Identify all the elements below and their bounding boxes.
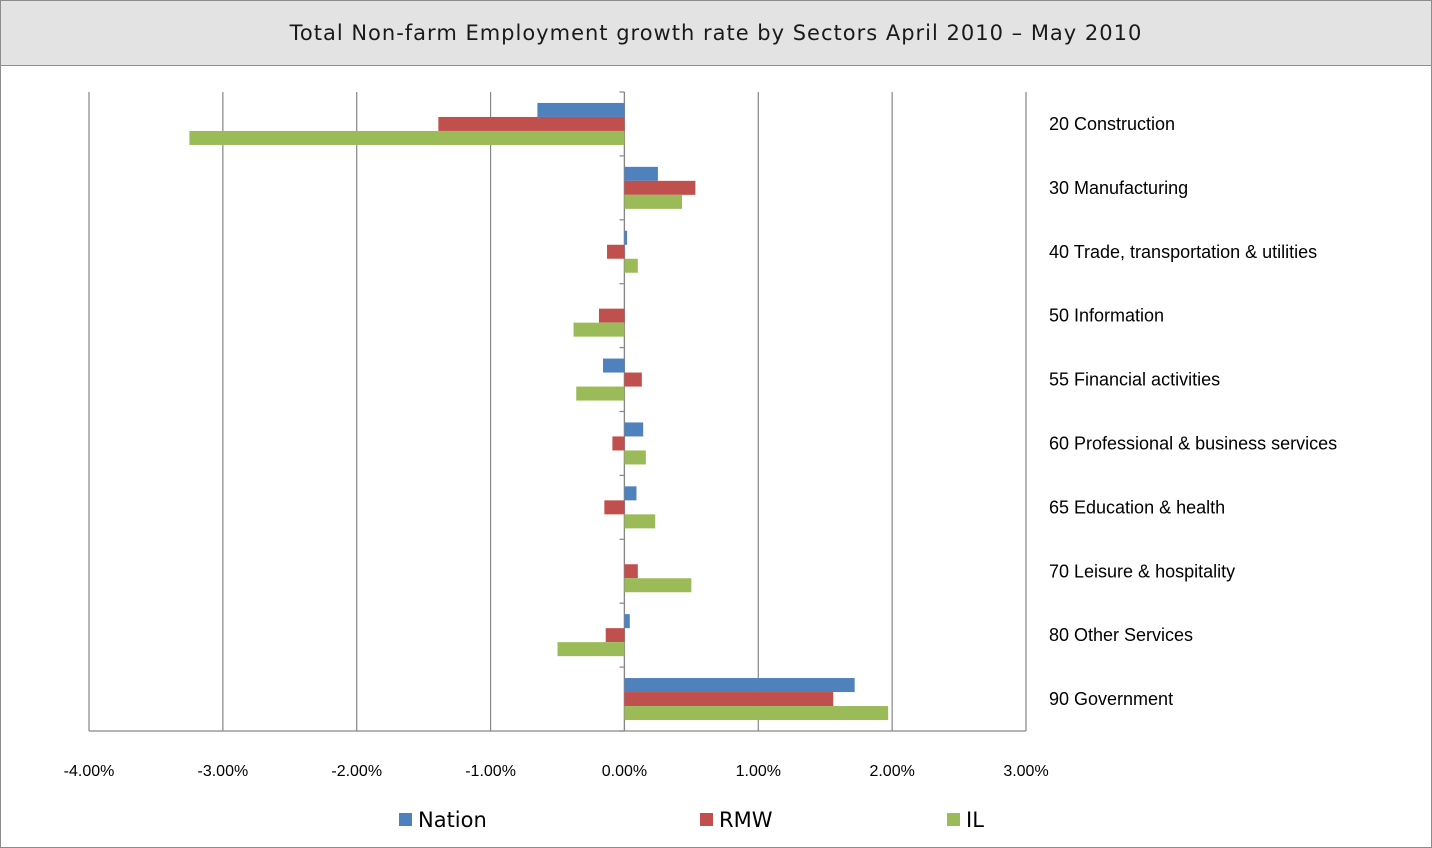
chart-title: Total Non-farm Employment growth rate by… bbox=[289, 21, 1143, 45]
legend-label-rmw: RMW bbox=[719, 808, 773, 832]
bar-nation bbox=[624, 678, 855, 693]
bar-rmw bbox=[612, 436, 625, 451]
x-tick-label: -2.00% bbox=[331, 763, 382, 780]
bar-il bbox=[624, 258, 638, 273]
category-label: 50 Information bbox=[1049, 306, 1164, 326]
bar-il bbox=[576, 386, 625, 401]
bar-nation bbox=[624, 422, 644, 437]
bar-il bbox=[557, 642, 625, 657]
bar-rmw bbox=[598, 308, 625, 323]
bar-nation bbox=[624, 166, 658, 181]
bar-nation bbox=[537, 102, 625, 117]
bar-rmw bbox=[604, 500, 625, 515]
bar-rmw bbox=[605, 628, 625, 643]
x-tick-label: -4.00% bbox=[64, 763, 115, 780]
legend-swatch-il bbox=[947, 813, 960, 826]
bar-il bbox=[189, 130, 625, 145]
category-label: 90 Government bbox=[1049, 689, 1173, 709]
category-label: 60 Professional & business services bbox=[1049, 433, 1337, 453]
bar-rmw bbox=[438, 116, 625, 131]
x-tick-label: 3.00% bbox=[1003, 763, 1048, 780]
chart-title-bar: Total Non-farm Employment growth rate by… bbox=[1, 1, 1431, 66]
bar-il bbox=[624, 578, 692, 593]
bar-il bbox=[573, 322, 625, 337]
bar-il bbox=[624, 450, 646, 465]
x-tick-label: -3.00% bbox=[198, 763, 249, 780]
category-label: 30 Manufacturing bbox=[1049, 178, 1188, 198]
category-label: 65 Education & health bbox=[1049, 497, 1225, 517]
x-tick-label: 0.00% bbox=[602, 763, 647, 780]
bar-il bbox=[624, 194, 682, 209]
x-tick-label: 1.00% bbox=[736, 763, 781, 780]
category-label: 55 Financial activities bbox=[1049, 370, 1220, 390]
bar-nation bbox=[624, 486, 637, 501]
category-label: 80 Other Services bbox=[1049, 625, 1193, 645]
bar-rmw bbox=[624, 692, 834, 707]
bar-il bbox=[624, 514, 656, 529]
x-tick-label: -1.00% bbox=[465, 763, 516, 780]
bar-nation bbox=[603, 358, 625, 373]
bar-rmw bbox=[624, 180, 696, 195]
bar-il bbox=[624, 706, 889, 721]
legend-swatch-rmw bbox=[700, 813, 713, 826]
category-label: 20 Construction bbox=[1049, 114, 1175, 134]
x-tick-label: 2.00% bbox=[869, 763, 914, 780]
category-label: 70 Leisure & hospitality bbox=[1049, 561, 1235, 581]
bar-rmw bbox=[624, 564, 638, 579]
bar-nation bbox=[624, 614, 630, 629]
legend-label-il: IL bbox=[966, 808, 984, 832]
bar-nation bbox=[624, 230, 628, 245]
bar-rmw bbox=[607, 244, 625, 259]
legend-swatch-nation bbox=[399, 813, 412, 826]
bar-rmw bbox=[624, 372, 642, 387]
category-label: 40 Trade, transportation & utilities bbox=[1049, 242, 1317, 262]
legend-label-nation: Nation bbox=[418, 808, 487, 832]
